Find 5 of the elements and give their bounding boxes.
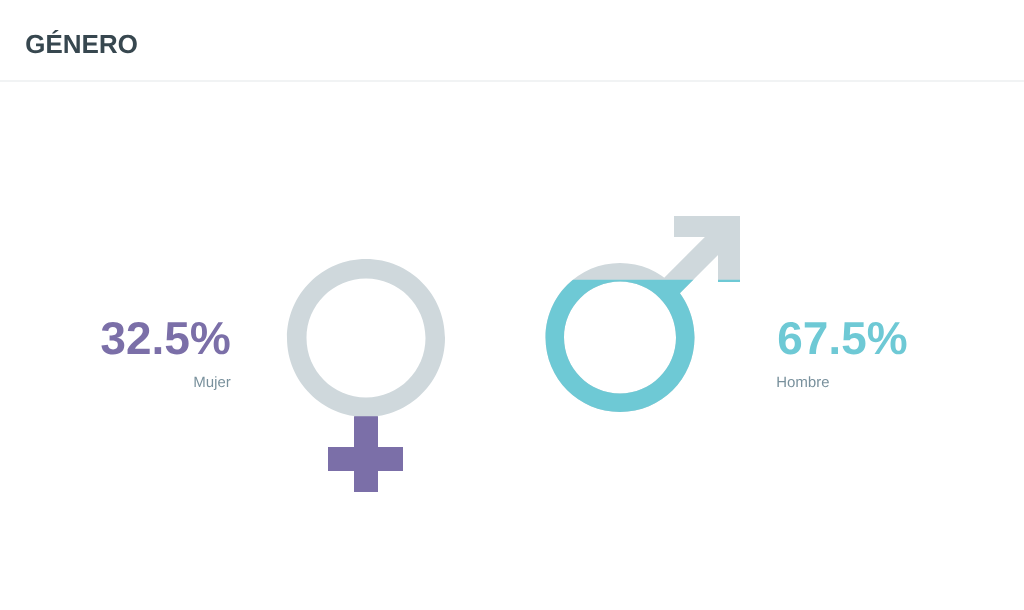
data-label: 67.5% bbox=[778, 321, 907, 355]
category-label: Mujer bbox=[194, 376, 231, 391]
category-label: Hombre bbox=[777, 376, 829, 388]
text: GÉNERO bbox=[26, 29, 137, 54]
data-label: 32.5% bbox=[101, 321, 230, 355]
